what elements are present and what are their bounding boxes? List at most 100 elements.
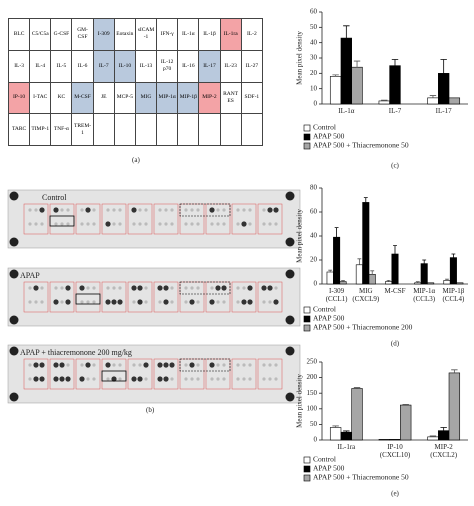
error-bar — [343, 430, 350, 433]
spot — [118, 286, 122, 290]
bar — [427, 282, 435, 285]
panel-caption: (c) — [391, 162, 399, 170]
spot — [137, 299, 143, 305]
error-bar — [370, 270, 375, 275]
spot — [222, 300, 226, 304]
spot — [209, 362, 215, 368]
bar — [340, 431, 352, 441]
error-bar — [386, 280, 391, 282]
highlight-box — [101, 370, 127, 382]
spot — [28, 363, 32, 367]
bar — [427, 436, 439, 441]
spot-box — [75, 203, 101, 235]
legend-label: Control — [313, 455, 336, 464]
bar — [389, 439, 401, 441]
spot — [53, 299, 59, 305]
spot — [190, 377, 194, 381]
spot — [86, 377, 90, 381]
spot — [157, 285, 163, 291]
spot — [189, 362, 195, 368]
spot — [274, 363, 278, 367]
spot — [247, 299, 253, 305]
highlight-box — [179, 281, 231, 295]
spot — [60, 208, 64, 212]
y-axis-label: Mean pixel density — [296, 209, 304, 263]
y-tick-label: 40 — [310, 232, 318, 240]
error-bar — [440, 427, 447, 431]
y-axis-label: Mean pixel density — [296, 374, 304, 428]
spot — [210, 377, 214, 381]
spot — [86, 286, 90, 290]
y-tick-label: 60 — [310, 8, 318, 16]
cytokine-array-map: BLC C5/C5a G-CSF GM-CSF I-309 Eotaxin sICAM-1 I… — [7, 18, 264, 146]
spot — [137, 285, 143, 291]
spot-box — [75, 358, 101, 390]
spot — [111, 299, 117, 305]
spot — [190, 286, 194, 290]
spot — [106, 377, 110, 381]
blot-label: APAP + thiacremonone 200 mg/kg — [20, 348, 132, 357]
spot — [39, 362, 45, 368]
y-tick-label: 200 — [307, 373, 318, 381]
reference-spot — [285, 191, 295, 201]
spot-box — [23, 281, 49, 313]
x-tick-label: IL-7 — [388, 107, 402, 115]
legend-swatch — [303, 306, 311, 314]
x-tick-label: MIG (CXCL9) — [352, 287, 380, 303]
y-tick-label: 20 — [310, 69, 318, 77]
y-tick-label: 0 — [314, 280, 318, 288]
spot — [158, 208, 162, 212]
spot — [92, 286, 96, 290]
spot — [138, 208, 142, 212]
spot — [248, 222, 252, 226]
spot — [132, 300, 136, 304]
spot — [66, 363, 70, 367]
spot — [111, 376, 117, 382]
legend-label: APAP 500 + Thiacremonone 50 — [313, 141, 409, 150]
y-tick-label: 150 — [307, 389, 318, 397]
bar — [449, 257, 457, 285]
spot — [261, 285, 267, 291]
spot — [184, 377, 188, 381]
table-row: IP-10 I-TAC KC M-CSF JE MCP-5 MIG MIP-1α MIP-1β M… — [7, 81, 264, 115]
reference-spot — [9, 392, 19, 402]
spot-box — [127, 203, 153, 235]
spot — [184, 222, 188, 226]
spot-box — [49, 281, 75, 313]
spot — [262, 300, 266, 304]
spot — [112, 363, 116, 367]
spot — [59, 376, 65, 382]
error-bar — [402, 404, 409, 406]
blot-label: APAP — [20, 271, 40, 280]
bar — [351, 66, 363, 105]
error-bar — [415, 281, 420, 283]
spot — [236, 208, 240, 212]
spot — [262, 377, 266, 381]
spot — [268, 377, 272, 381]
error-bar — [440, 59, 447, 74]
blot-label: Control — [42, 193, 67, 202]
y-tick-label: 40 — [310, 38, 318, 46]
spot — [117, 299, 123, 305]
spot — [164, 208, 168, 212]
spot — [158, 300, 162, 304]
spot — [248, 363, 252, 367]
spot-box — [257, 281, 283, 313]
panel-caption: (b) — [146, 406, 155, 414]
spot — [34, 222, 38, 226]
table-cell: TREM-1 — [71, 113, 94, 146]
reference-spot — [9, 237, 19, 247]
spot — [28, 222, 32, 226]
y-tick-label: 0 — [314, 436, 318, 444]
legend-swatch — [303, 474, 311, 482]
spot — [262, 363, 266, 367]
spot — [105, 221, 111, 227]
legend-label: Control — [313, 123, 336, 132]
panel-caption: (a) — [132, 156, 140, 164]
spot — [80, 300, 84, 304]
spot — [273, 207, 279, 213]
spot-box — [153, 358, 179, 390]
spot — [118, 222, 122, 226]
